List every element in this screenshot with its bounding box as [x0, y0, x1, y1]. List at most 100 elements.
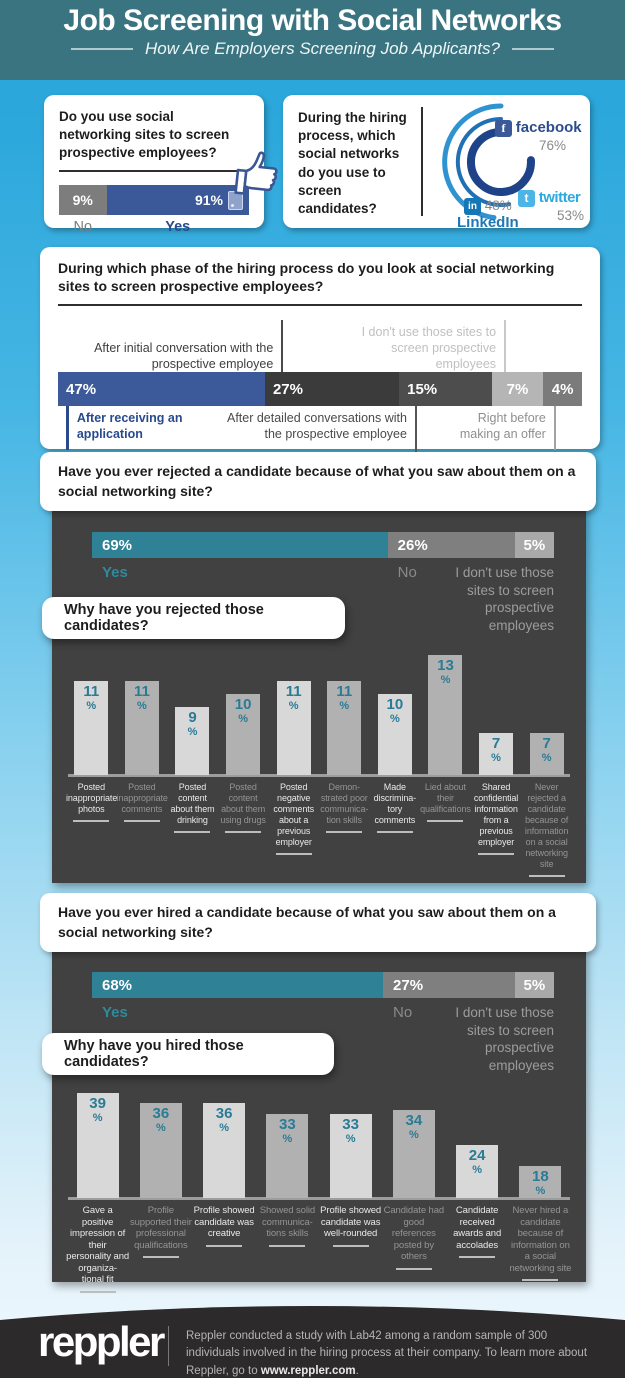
bar-value: 10%	[386, 696, 404, 725]
phase-label-after-initial-conversation: After initial conversation with the pros…	[88, 320, 284, 373]
bar-label: Never rejected a candidate because of in…	[521, 782, 572, 877]
bar-label: Showed solid communica- tions skills	[256, 1205, 319, 1247]
bar-value: 34%	[405, 1112, 423, 1141]
label-underline	[522, 1279, 559, 1282]
reppler-logo: reppler	[38, 1318, 165, 1365]
usage-labels: No Yes	[59, 219, 249, 235]
hired-question: Have you ever hired a candidate because …	[58, 904, 556, 940]
bar-label: Posted content about them drinking	[167, 782, 218, 833]
label-underline	[326, 830, 363, 833]
hired-stacked-bar: 68% 27% 5%	[92, 972, 554, 998]
facebook-arc	[467, 128, 535, 196]
label-underline	[225, 830, 262, 833]
thumbs-up-icon	[234, 151, 278, 195]
twitter-arc	[455, 116, 512, 207]
bar: 11%	[327, 681, 362, 775]
label-underline	[73, 819, 110, 822]
linkedin-row: in 48%	[464, 198, 512, 215]
phase-question: During which phase of the hiring process…	[58, 260, 555, 295]
bar-label: Posted inappropriate photos	[66, 782, 117, 822]
rejected-question: Have you ever rejected a candidate becau…	[58, 463, 576, 499]
label-underline	[332, 1244, 369, 1247]
card-hired-question: Have you ever hired a candidate because …	[40, 893, 596, 953]
stacked-segment: 68%	[92, 972, 384, 998]
chart-column: 34% Candidate had good references posted …	[382, 1088, 445, 1270]
chart-column: 7% Shared confidential information from a…	[471, 651, 522, 855]
divider-line	[421, 107, 423, 216]
bar-label: Never hired a candidate because of infor…	[509, 1205, 572, 1282]
linkedin-icon: in	[464, 198, 481, 215]
bar-value: 7%	[541, 735, 552, 764]
card-why-rejected: Why have you rejected those candidates?	[42, 597, 345, 639]
stacked-segment: 27%	[383, 972, 515, 998]
bar: 33%	[329, 1114, 372, 1198]
networks-question: During the hiring process, which social …	[298, 110, 407, 217]
label-underline	[427, 819, 464, 822]
bar-value: 11%	[285, 683, 302, 712]
bar-value: 33%	[342, 1116, 359, 1145]
label-underline	[142, 1256, 179, 1259]
footer-curve	[0, 1306, 625, 1378]
stacked-segment: 26%	[387, 532, 515, 558]
bar-label: Made discrimina- tory comments	[370, 782, 421, 833]
bar: 11%	[74, 681, 109, 775]
bar-value: 36%	[152, 1105, 170, 1134]
bar-label: Demon- strated poor communica- tion skil…	[319, 782, 370, 833]
subtitle-rule-left	[71, 48, 134, 50]
page-subtitle: How Are Employers Screening Job Applican…	[145, 39, 500, 58]
hired-answer-labels: Yes No I don't use those sites to screen p…	[92, 1002, 554, 1097]
bar: 33%	[266, 1114, 309, 1198]
chart-column: 10% Made discrimina- tory comments	[370, 651, 421, 833]
label-underline	[478, 852, 515, 855]
label-underline	[459, 1256, 496, 1259]
twitter-value: 53%	[557, 208, 585, 223]
rejected-answer-labels: Yes No I don't use those sites to screen p…	[92, 562, 554, 657]
chart-column: 36% Profile supported their professional …	[129, 1088, 192, 1259]
usage-no-segment: 9%	[59, 185, 107, 216]
label-underline	[174, 830, 211, 833]
facebook-label: facebook	[515, 119, 582, 136]
usage-yes-label: Yes	[165, 219, 191, 236]
chart-column: 33% Showed solid communica- tions skills	[256, 1088, 319, 1247]
phase-segment: 4%	[543, 372, 582, 407]
hiring-reasons-chart: 39% Gave a positive impression of their p…	[66, 1088, 572, 1294]
bar: 34%	[392, 1110, 435, 1198]
card-screen-usage: Do you use social networking sites to sc…	[44, 95, 278, 235]
phase-label-after-application: After receiving an application	[65, 406, 246, 451]
bar: 18%	[519, 1166, 562, 1198]
answer-label: I don't use those sites to screen prospe…	[455, 565, 554, 633]
chart-baseline	[68, 774, 570, 777]
footer-note: Reppler conducted a study with Lab42 amo…	[186, 1330, 588, 1377]
card-why-hired: Why have you hired those candidates?	[42, 1033, 334, 1075]
rejected-stacked-bar: 69% 26% 5%	[92, 532, 554, 558]
chart-column: 11% Posted inappropriate comments	[117, 651, 168, 822]
rejection-reasons-chart: 11% Posted inappropriate photos 11% Posted …	[66, 651, 572, 877]
label-underline	[123, 819, 160, 822]
reppler-url: www.reppler.com	[260, 1364, 356, 1377]
bar-label: Profile showed candidate was creative	[193, 1205, 256, 1247]
phase-label-after-detailed-conversations: After detailed conversations with the pr…	[227, 406, 417, 461]
bar-label: Candidate received awards and accolades	[446, 1205, 509, 1259]
twitter-row: t twitter	[518, 189, 581, 207]
phase-annotations-below: After receiving an application After det…	[58, 406, 582, 464]
bar-label: Profile supported their professional qua…	[129, 1205, 192, 1259]
bar: 7%	[529, 733, 564, 775]
bar-label: Lied about their qualifications	[420, 782, 471, 822]
answer-label: No	[397, 564, 417, 581]
facebook-row: f facebook	[495, 119, 582, 137]
bar-value: 9%	[187, 709, 198, 738]
usage-yes-segment: 91%	[106, 185, 249, 216]
chart-column: 36% Profile showed candidate was creative	[193, 1088, 256, 1247]
divider-line	[59, 170, 249, 173]
bar-label: Gave a positive impression of their pers…	[66, 1205, 129, 1294]
bar-value: 7%	[491, 735, 501, 764]
stacked-segment: 69%	[92, 532, 388, 558]
networks-radial-chart: f facebook 76% t twitter 53% in 48% Link…	[433, 95, 590, 231]
bar: 11%	[276, 681, 311, 775]
bar: 36%	[139, 1103, 182, 1198]
card-hiring-phase: During which phase of the hiring process…	[40, 247, 600, 461]
bar-value: 11%	[83, 683, 100, 712]
twitter-icon: t	[518, 189, 535, 207]
facebook-value: 76%	[539, 138, 567, 153]
